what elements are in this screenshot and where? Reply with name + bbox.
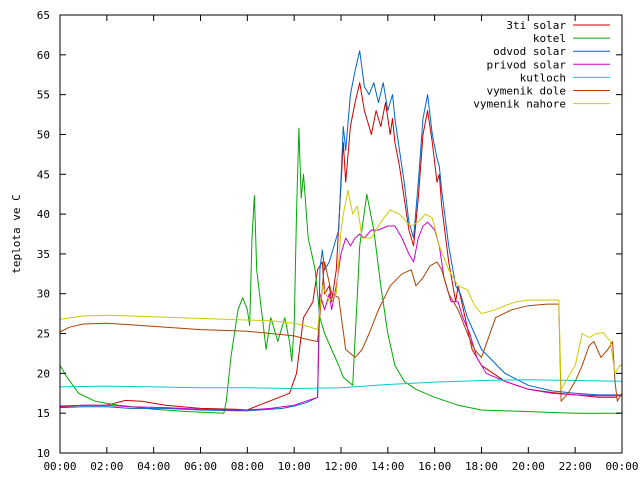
y-tick-label: 60 (37, 49, 50, 62)
x-tick-label: 14:00 (371, 460, 404, 473)
y-tick-label: 50 (37, 128, 50, 141)
series-layer (59, 50, 623, 414)
legend-label: vymenik dole (487, 85, 566, 98)
x-tick-label: 16:00 (418, 460, 451, 473)
series-line (59, 189, 622, 390)
legend-label: privod solar (487, 58, 567, 71)
y-tick-label: 25 (37, 328, 50, 341)
x-tick-label: 06:00 (184, 460, 217, 473)
legend-label: odvod solar (493, 45, 566, 58)
y-tick-label: 55 (37, 89, 50, 102)
y-tick-label: 15 (37, 407, 50, 420)
x-tick-label: 08:00 (231, 460, 264, 473)
y-tick-label: 40 (37, 208, 50, 221)
legend-label: kutloch (520, 71, 566, 84)
x-tick-label: 00:00 (605, 460, 638, 473)
y-tick-label: 65 (37, 9, 50, 22)
legend-label: vymenik nahore (473, 98, 566, 111)
y-tick-label: 30 (37, 288, 50, 301)
series-line (59, 82, 618, 411)
x-tick-label: 20:00 (512, 460, 545, 473)
ticks-layer: 10 15 20 25 30 35 40 45 50 55 60 65 00:00 02:00 04:00 0… (37, 9, 639, 473)
x-tick-label: 04:00 (137, 460, 170, 473)
y-tick-label: 20 (37, 367, 50, 380)
legend-label: kotel (533, 32, 566, 45)
series-line (59, 379, 623, 389)
y-tick-label: 10 (37, 447, 50, 460)
x-tick-label: 22:00 (559, 460, 592, 473)
x-tick-label: 00:00 (43, 460, 76, 473)
x-tick-label: 02:00 (90, 460, 123, 473)
y-tick-label: 45 (37, 168, 50, 181)
x-tick-label: 18:00 (465, 460, 498, 473)
x-tick-label: 10:00 (278, 460, 311, 473)
y-axis-label: teplota ve C (10, 194, 23, 273)
x-tick-label: 12:00 (324, 460, 357, 473)
series-line (59, 261, 623, 402)
series-line (59, 127, 622, 414)
legend-label: 3ti solar (506, 19, 566, 32)
series-line (59, 50, 622, 412)
y-tick-label: 35 (37, 248, 50, 261)
series-line (59, 221, 622, 411)
